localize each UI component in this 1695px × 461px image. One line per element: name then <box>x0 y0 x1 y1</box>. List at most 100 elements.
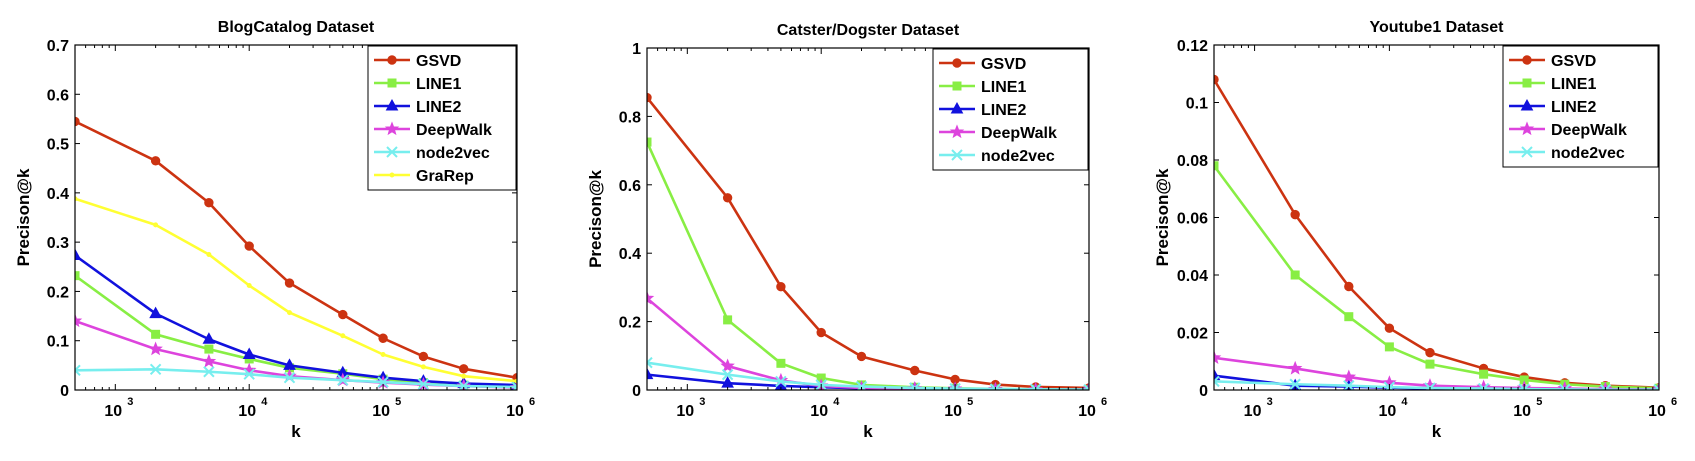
y-tick-label: 0.2 <box>619 315 641 332</box>
chart-title: BlogCatalog Dataset <box>218 19 375 36</box>
data-point-LINE1 <box>1214 161 1219 171</box>
legend-item-node2vec: node2vec <box>374 145 490 162</box>
x-tick-label: 10 <box>944 403 962 420</box>
x-tick-label-exponent: 3 <box>127 396 133 408</box>
data-point-node2vec <box>647 356 653 369</box>
legend-marker <box>1522 78 1532 88</box>
legend-label: GraRep <box>416 168 474 185</box>
y-tick-label: 0.5 <box>47 137 69 154</box>
data-point-DeepWalk <box>1341 369 1357 384</box>
data-point-node2vec <box>721 368 734 381</box>
data-point-LINE1 <box>1425 359 1435 369</box>
series-node2vec <box>75 363 517 390</box>
x-tick-label: 10 <box>1244 403 1262 420</box>
data-point-LINE2 <box>149 306 162 319</box>
x-axis-label: k <box>1432 422 1442 441</box>
data-point-LINE1 <box>75 271 80 281</box>
x-tick-label-exponent: 3 <box>699 396 705 408</box>
data-point-GSVD <box>856 351 867 362</box>
legend-item-DeepWalk: DeepWalk <box>939 124 1057 142</box>
legend-marker <box>387 55 397 65</box>
data-point-GraRep <box>461 373 467 379</box>
y-tick-label: 0.8 <box>619 109 641 126</box>
y-tick-label: 0.1 <box>1186 96 1208 113</box>
legend-label: LINE1 <box>1551 76 1596 93</box>
data-point-GSVD <box>910 365 920 376</box>
data-point-LINE1 <box>723 315 733 325</box>
x-tick-label: 10 <box>238 403 256 420</box>
x-tick-label-exponent: 5 <box>1536 396 1542 408</box>
data-point-LINE2 <box>242 347 256 360</box>
data-point-GraRep <box>246 283 252 289</box>
y-tick-label: 1 <box>632 41 641 58</box>
data-point-node2vec <box>243 368 255 380</box>
legend-marker <box>389 172 395 178</box>
legend-label: LINE2 <box>416 99 461 116</box>
legend: GSVD LINE1 LINE2 DeepWalk node2vec GraRep <box>367 45 517 191</box>
series-DeepWalk <box>75 313 517 390</box>
series-line-DeepWalk <box>647 297 1089 390</box>
data-point-GraRep <box>340 333 346 339</box>
data-point-node2vec <box>417 378 430 390</box>
plot-area <box>1214 74 1659 390</box>
legend-label: LINE2 <box>1551 99 1596 116</box>
legend-marker <box>385 98 399 111</box>
y-tick-label: 0.12 <box>1177 38 1208 55</box>
x-axis-label: k <box>863 422 873 441</box>
series-line-GSVD <box>647 96 1089 390</box>
data-point-node2vec <box>775 375 787 388</box>
data-point-LINE2 <box>647 367 654 380</box>
x-tick-label: 10 <box>1513 403 1531 420</box>
data-point-GSVD <box>150 156 161 166</box>
legend-marker <box>949 124 965 139</box>
legend-label: node2vec <box>1551 145 1625 162</box>
legend-marker <box>384 121 400 136</box>
data-point-node2vec <box>149 363 162 376</box>
x-tick-label-exponent: 4 <box>261 396 268 408</box>
chart-panel-2: Catster/Dogster Dataset 0 0.2 0.4 0.6 0.8 1 10 3… <box>586 22 1107 441</box>
series-GSVD <box>647 92 1089 390</box>
chart-panel-1: BlogCatalog Dataset 0 0.1 0.2 0.3 0.4 0.5 0.6 0.… <box>14 19 535 441</box>
legend-marker <box>387 78 397 88</box>
data-point-GSVD <box>722 193 733 203</box>
legend-item-LINE2: LINE2 <box>374 98 461 116</box>
data-point-DeepWalk <box>720 358 735 373</box>
legend-label: GSVD <box>416 53 461 70</box>
legend-item-node2vec: node2vec <box>939 148 1055 165</box>
legend-item-DeepWalk: DeepWalk <box>1509 121 1627 139</box>
data-point-DeepWalk <box>148 341 163 356</box>
y-tick-label: 0 <box>60 383 69 400</box>
data-point-GraRep <box>420 364 426 370</box>
data-point-node2vec <box>511 381 517 390</box>
y-tick-label: 0.3 <box>47 235 69 252</box>
x-tick-label-exponent: 4 <box>1401 396 1408 408</box>
y-tick-label: 0.4 <box>47 186 69 203</box>
legend-marker <box>952 81 962 91</box>
y-axis-label: Precison@k <box>1153 168 1172 266</box>
y-tick-label: 0.4 <box>619 246 641 263</box>
y-tick-label: 0.2 <box>47 284 69 301</box>
legend: GSVD LINE1 LINE2 DeepWalk node2vec <box>932 48 1089 171</box>
data-point-node2vec <box>1083 383 1089 390</box>
legend-box <box>367 45 517 191</box>
data-point-node2vec <box>1289 378 1301 390</box>
series-DeepWalk <box>647 290 1089 390</box>
y-tick-label: 0 <box>632 383 641 400</box>
legend-label: LINE1 <box>981 79 1026 96</box>
series-GraRep <box>75 196 517 384</box>
x-axis-label: k <box>291 422 301 441</box>
data-point-LINE1 <box>776 358 786 368</box>
series-line-LINE1 <box>1214 164 1659 390</box>
y-tick-label: 0.08 <box>1177 153 1208 170</box>
data-point-DeepWalk <box>773 372 789 387</box>
legend-label: DeepWalk <box>981 125 1057 142</box>
series-LINE1 <box>1214 161 1659 390</box>
data-point-GSVD <box>816 327 826 338</box>
legend-item-LINE2: LINE2 <box>1509 98 1596 116</box>
x-tick-label: 10 <box>372 403 390 420</box>
x-tick-label-exponent: 5 <box>395 396 401 408</box>
data-point-GSVD <box>378 333 388 343</box>
legend-marker <box>952 58 962 68</box>
